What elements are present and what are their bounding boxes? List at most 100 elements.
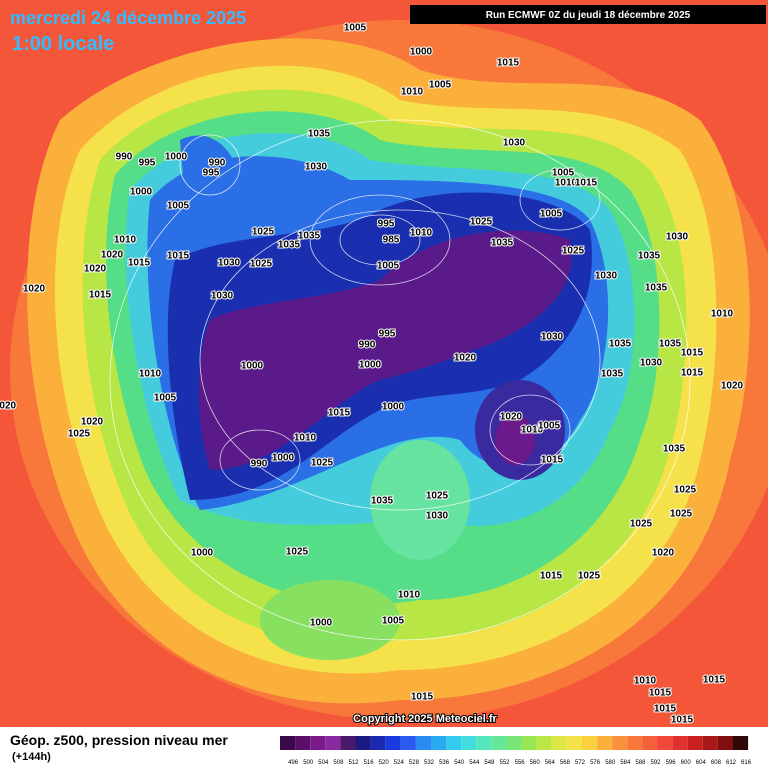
pressure-label: 1020	[84, 264, 107, 275]
pressure-label: 1000	[165, 152, 188, 163]
pressure-label: 1030	[503, 138, 526, 149]
isobars	[109, 119, 691, 641]
pressure-label: 990	[116, 152, 133, 163]
pressure-label: 1015	[575, 178, 598, 189]
pressure-label: 1025	[311, 458, 334, 469]
pressure-label: 1035	[278, 240, 301, 251]
pressure-label: 1025	[252, 227, 275, 238]
legend-swatch	[461, 736, 477, 750]
pressure-label: 1000	[241, 361, 264, 372]
pressure-label: 1025	[562, 246, 585, 257]
pressure-label: 1030	[211, 291, 234, 302]
legend-label: 548	[484, 760, 495, 766]
footer-lead-time: (+144h)	[12, 751, 51, 763]
legend-label: 580	[605, 760, 616, 766]
legend-label: 608	[711, 760, 722, 766]
legend-label: 516	[364, 760, 375, 766]
field-low-core	[495, 415, 535, 465]
pressure-label: 1015	[681, 348, 704, 359]
legend-swatch	[506, 736, 522, 750]
legend-label: 544	[469, 760, 480, 766]
pressure-label: 1010	[634, 676, 657, 687]
legend-swatch	[400, 736, 416, 750]
pressure-label: 1035	[645, 283, 668, 294]
pressure-label: 1005	[429, 80, 452, 91]
pressure-label: 1000	[191, 548, 214, 559]
pressure-label: 1015	[540, 571, 563, 582]
legend-swatch	[627, 736, 643, 750]
legend-label: 520	[379, 760, 390, 766]
map-title: mercredi 24 décembre 2025	[10, 8, 246, 28]
pressure-label: 995	[378, 219, 395, 230]
pressure-label: 1015	[703, 675, 726, 686]
legend-label: 528	[409, 760, 420, 766]
legend-label: 592	[650, 760, 661, 766]
pressure-label: 1020	[0, 401, 17, 412]
pressure-label: 1010	[398, 590, 421, 601]
legend-label: 576	[590, 760, 601, 766]
legend-label: 600	[681, 760, 692, 766]
pressure-label: 995	[203, 168, 220, 179]
color-legend: 496 500 504 508 512 516 520 524 528 532 536 540 544 5…	[280, 736, 752, 766]
pressure-label: 1000	[272, 453, 295, 464]
legend-swatch	[521, 736, 537, 750]
run-box	[410, 5, 766, 24]
pressure-label: 1015	[681, 368, 704, 379]
pressure-label: 1035	[659, 339, 682, 350]
field-purple	[198, 230, 572, 470]
pressure-label: 1010	[114, 235, 137, 246]
legend-label: 572	[575, 760, 586, 766]
pressure-label: 1015	[649, 688, 672, 699]
legend-swatch	[612, 736, 628, 750]
pressure-label: 1020	[652, 548, 675, 559]
legend-label: 556	[515, 760, 526, 766]
pressure-label: 1030	[305, 162, 328, 173]
pressure-label: 1005	[154, 393, 177, 404]
pressure-label: 1015	[497, 58, 520, 69]
legend-swatch	[491, 736, 507, 750]
pressure-label: 1015	[654, 704, 677, 715]
pressure-label: 1020	[23, 284, 46, 295]
legend-label: 504	[318, 760, 329, 766]
pressure-label: 1030	[666, 232, 689, 243]
pressure-label: 1015	[89, 290, 112, 301]
pressure-label: 1005	[344, 23, 367, 34]
legend-label: 568	[560, 760, 571, 766]
pressure-label: 1020	[454, 353, 477, 364]
field-blue-west	[180, 135, 242, 229]
legend-swatch	[566, 736, 582, 750]
legend-label: 524	[394, 760, 405, 766]
pressure-label: 1010	[521, 425, 544, 436]
legend-swatch	[280, 736, 296, 750]
legend-label: 500	[303, 760, 314, 766]
legend-swatch	[582, 736, 598, 750]
legend-swatch	[597, 736, 613, 750]
pressure-label: 1015	[167, 251, 190, 262]
legend-swatch	[687, 736, 703, 750]
legend-label: 616	[741, 760, 752, 766]
pressure-label: 1015	[541, 455, 564, 466]
pressure-label: 1010	[294, 433, 317, 444]
field-europe	[370, 440, 470, 560]
pressure-label: 1035	[638, 251, 661, 262]
pressure-label: 1020	[500, 412, 523, 423]
legend-swatch	[717, 736, 733, 750]
pressure-label: 1035	[609, 339, 632, 350]
pressure-label: 1015	[671, 715, 694, 726]
legend-label: 584	[620, 760, 631, 766]
legend-label: 552	[499, 760, 510, 766]
pressure-label: 1000	[410, 47, 433, 58]
pressure-label: 1005	[538, 421, 561, 432]
pressure-label: 1005	[540, 209, 563, 220]
legend-swatch	[642, 736, 658, 750]
legend-label: 588	[635, 760, 646, 766]
pressure-label: 995	[379, 329, 396, 340]
pressure-label: 1030	[595, 271, 618, 282]
legend-swatch	[476, 736, 492, 750]
pressure-label: 1025	[674, 485, 697, 496]
pressure-label: 1010	[139, 369, 162, 380]
legend-label: 532	[424, 760, 435, 766]
pressure-label: 1025	[426, 491, 449, 502]
legend-swatch	[702, 736, 718, 750]
